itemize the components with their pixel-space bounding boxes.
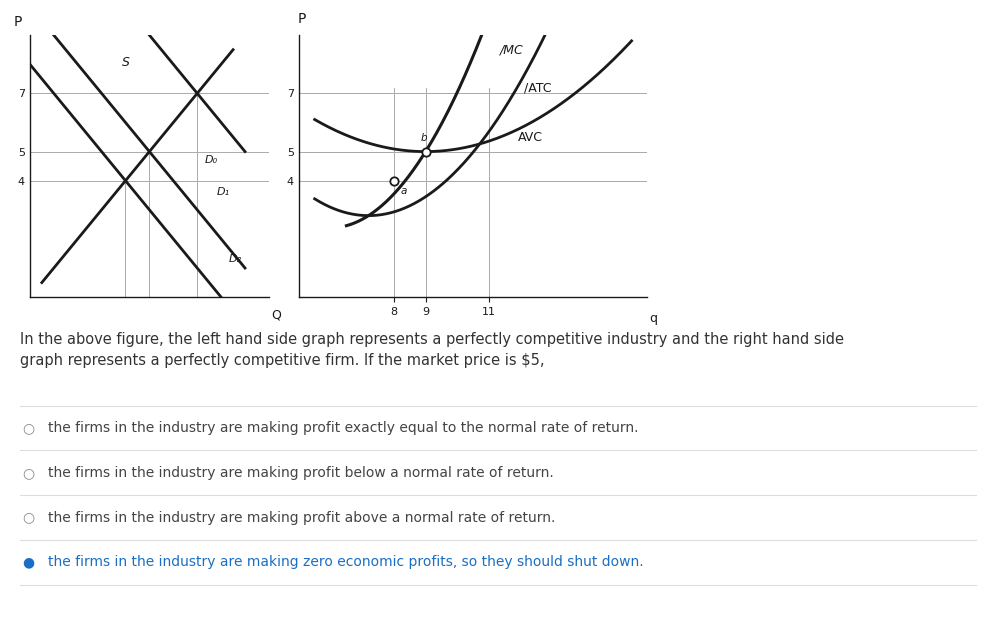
Text: AVC: AVC	[518, 130, 543, 144]
Text: P: P	[298, 12, 306, 26]
Text: D₁: D₁	[216, 187, 229, 197]
Text: /ATC: /ATC	[524, 81, 552, 94]
Text: the firms in the industry are making profit above a normal rate of return.: the firms in the industry are making pro…	[48, 511, 555, 525]
Text: the firms in the industry are making profit exactly equal to the normal rate of : the firms in the industry are making pro…	[48, 421, 638, 435]
Text: q: q	[649, 312, 657, 325]
Text: /MC: /MC	[500, 43, 524, 56]
Text: a: a	[400, 186, 406, 196]
Text: ○: ○	[22, 511, 34, 525]
Text: ○: ○	[22, 421, 34, 435]
Text: S: S	[122, 56, 129, 68]
Text: the firms in the industry are making profit below a normal rate of return.: the firms in the industry are making pro…	[48, 466, 554, 480]
Text: D₂: D₂	[228, 254, 241, 264]
Text: ○: ○	[22, 466, 34, 480]
Text: the firms in the industry are making zero economic profits, so they should shut : the firms in the industry are making zer…	[48, 555, 643, 569]
Text: P: P	[14, 15, 22, 29]
Text: ●: ●	[22, 555, 34, 569]
Text: D₀: D₀	[204, 155, 217, 166]
Text: b: b	[420, 134, 427, 143]
Text: Q: Q	[271, 309, 281, 322]
Text: In the above figure, the left hand side graph represents a perfectly competitive: In the above figure, the left hand side …	[20, 332, 844, 368]
